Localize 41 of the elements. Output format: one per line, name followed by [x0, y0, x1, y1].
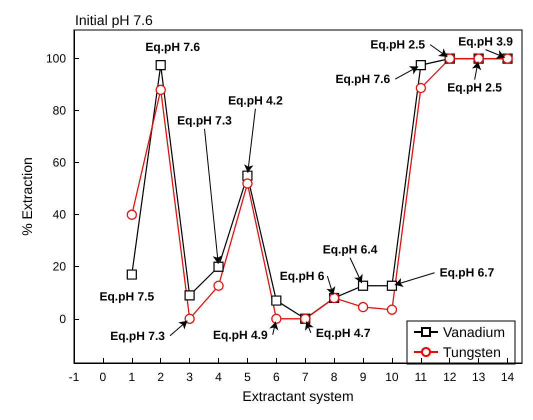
annotation: Eq.pH 6	[280, 268, 325, 283]
x-axis-title: Extractant system	[242, 388, 354, 404]
x-tick-label: 10	[385, 370, 399, 384]
y-tick-label: 80	[52, 104, 66, 118]
x-tick-label: 4	[215, 370, 222, 384]
x-tick-label: 9	[360, 370, 367, 384]
annotation: Eq.pH 7.3	[110, 328, 166, 343]
x-tick-label: 3	[186, 370, 194, 384]
x-tick-label: 12	[443, 370, 457, 384]
chart-title: Initial pH 7.6	[75, 12, 154, 28]
x-tick-label: 14	[500, 370, 515, 384]
y-tick-label: 40	[52, 208, 66, 222]
y-tick-label: 60	[52, 156, 66, 170]
x-tick-label: 11	[414, 370, 428, 384]
x-tick-label: 1	[128, 370, 136, 384]
annotation: Eq.pH 3.9	[458, 34, 514, 49]
legend-label: Tungsten	[443, 344, 501, 360]
legend-label: Vanadium	[443, 324, 506, 340]
annotation: Eq.pH 4.2	[228, 94, 284, 108]
annotation: Eq.pH 2.5	[370, 38, 426, 52]
annotation: Eq.pH 7.6	[145, 40, 200, 54]
annotation: Eq.pH 7.5	[99, 290, 154, 304]
annotation: Eq.pH 7.6	[335, 72, 390, 86]
annotation: Eq.pH 6.7	[440, 266, 495, 280]
x-tick-label: 7	[302, 370, 309, 384]
annotation: Eq.pH 7.3	[177, 114, 232, 128]
y-tick-label: 100	[46, 52, 66, 66]
y-axis-title: % Extraction	[19, 157, 35, 236]
y-tick-label: 20	[52, 260, 66, 274]
y-tick-label: 0	[59, 312, 66, 326]
x-tick-label: 6	[272, 370, 280, 384]
x-tick-label: 13	[472, 370, 486, 384]
x-tick-label: 0	[100, 370, 107, 384]
x-tick-label: -1	[68, 370, 80, 384]
annotation: Eq.pH 4.9	[212, 328, 268, 342]
annotation: Eq.pH 4.7	[316, 326, 371, 340]
annotation: Eq.pH 6.4	[322, 242, 378, 257]
x-tick-label: 2	[157, 370, 164, 384]
annotation: Eq.pH 2.5	[447, 80, 502, 95]
x-tick-label: 8	[330, 370, 338, 384]
x-tick-label: 5	[244, 370, 252, 384]
